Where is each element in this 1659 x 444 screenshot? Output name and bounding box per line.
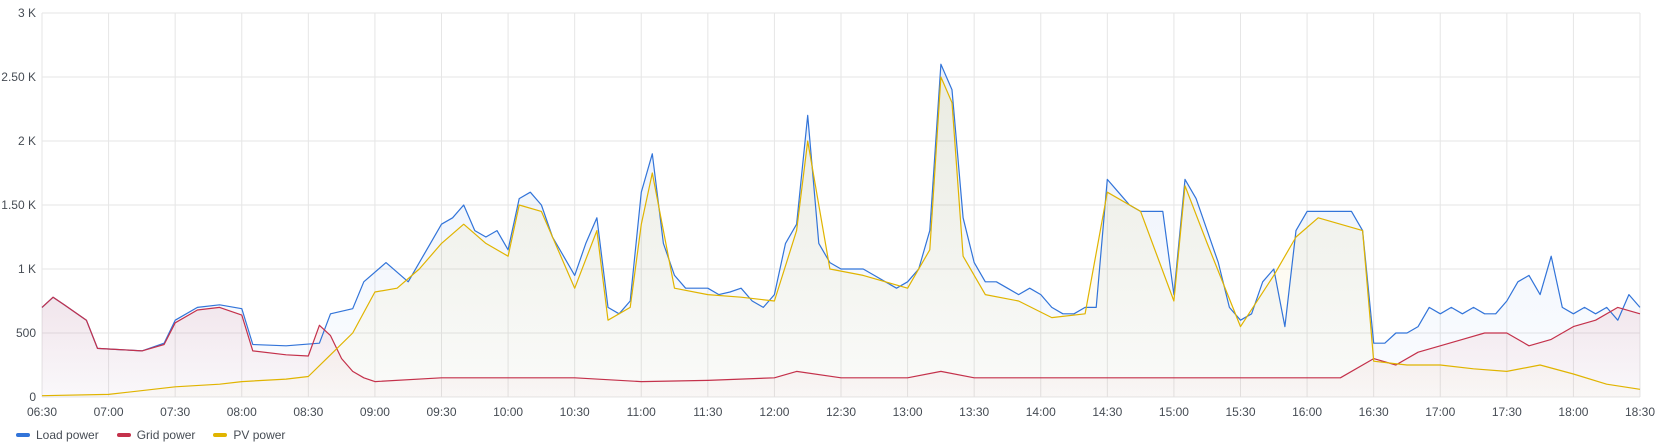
series-lines <box>41 63 1641 397</box>
x-tick-label: 14:00 <box>1026 405 1056 419</box>
y-tick-label: 2 K <box>18 134 36 148</box>
x-tick-label: 09:00 <box>360 405 390 419</box>
y-tick-label: 500 <box>16 326 36 340</box>
legend-label: Load power <box>36 428 99 442</box>
legend-item-pv-power[interactable]: PV power <box>213 428 285 442</box>
legend[interactable]: Load power Grid power PV power <box>16 428 285 442</box>
x-tick-label: 07:30 <box>160 405 190 419</box>
legend-label: PV power <box>233 428 286 442</box>
x-tick-label: 11:30 <box>693 405 722 419</box>
legend-item-grid-power[interactable]: Grid power <box>116 428 196 442</box>
y-tick-label: 1.50 K <box>1 198 36 212</box>
x-tick-label: 15:30 <box>1225 405 1255 419</box>
y-tick-label: 3 K <box>18 6 36 20</box>
y-tick-label: 2.50 K <box>1 70 36 84</box>
x-tick-label: 10:00 <box>493 405 523 419</box>
legend-label: Grid power <box>136 428 196 442</box>
x-tick-label: 16:30 <box>1359 405 1389 419</box>
x-tick-label: 11:00 <box>627 405 656 419</box>
series-line-grid-power[interactable] <box>41 296 1641 383</box>
x-axis-labels: 06:30 07:00 07:30 08:00 08:30 09:00 09:30 10:00… <box>27 405 1655 419</box>
x-tick-label: 08:30 <box>293 405 323 419</box>
x-tick-label: 14:30 <box>1092 405 1122 419</box>
x-tick-label: 17:30 <box>1492 405 1522 419</box>
x-tick-label: 08:00 <box>227 405 257 419</box>
y-tick-label: 0 <box>29 390 36 404</box>
x-tick-label: 17:00 <box>1425 405 1455 419</box>
x-tick-label: 07:00 <box>94 405 124 419</box>
x-tick-label: 12:30 <box>826 405 856 419</box>
x-tick-label: 18:00 <box>1558 405 1588 419</box>
x-tick-label: 13:30 <box>959 405 989 419</box>
x-tick-label: 09:30 <box>426 405 456 419</box>
legend-swatch <box>16 433 30 437</box>
series-area-pv-power <box>42 77 1640 397</box>
series-line-load-power[interactable] <box>41 63 1641 352</box>
x-tick-label: 10:30 <box>560 405 590 419</box>
series-line-pv-power[interactable] <box>41 76 1641 397</box>
legend-item-load-power[interactable]: Load power <box>16 428 99 442</box>
series-areas <box>42 64 1640 397</box>
x-tick-label: 16:00 <box>1292 405 1322 419</box>
x-tick-label: 18:30 <box>1625 405 1655 419</box>
x-tick-label: 15:00 <box>1159 405 1189 419</box>
legend-swatch <box>213 433 228 437</box>
x-tick-label: 06:30 <box>27 405 57 419</box>
legend-swatch <box>116 433 131 437</box>
x-tick-label: 12:00 <box>759 405 789 419</box>
x-tick-label: 13:00 <box>893 405 923 419</box>
y-axis-labels: 0 500 1 K 1.50 K 2 K 2.50 K 3 K <box>1 6 36 404</box>
y-tick-label: 1 K <box>18 262 36 276</box>
